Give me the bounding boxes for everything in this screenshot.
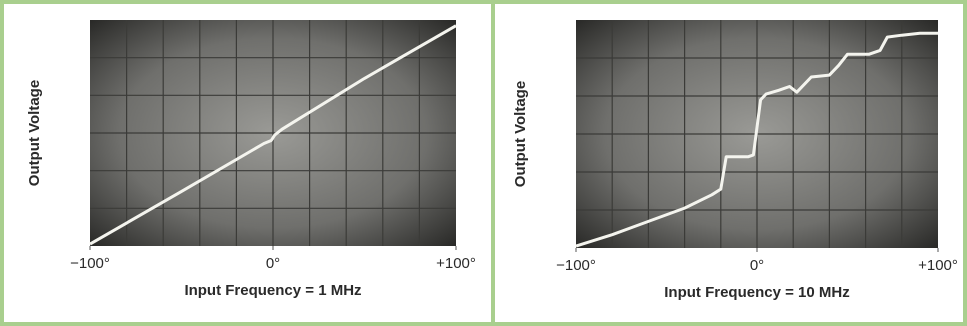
x-axis-label: Input Frequency = 1 MHz xyxy=(184,282,361,299)
figure: −100° 0° +100° Input Frequency = 1 MHz Outpu… xyxy=(0,0,967,326)
x-tick-label: 0° xyxy=(750,257,764,274)
y-axis-label: Output Voltage xyxy=(26,80,43,186)
x-tick-label: −100° xyxy=(556,257,596,274)
x-tick-label: −100° xyxy=(70,255,110,272)
x-axis-label: Input Frequency = 10 MHz xyxy=(664,284,849,301)
x-tick-label: +100° xyxy=(918,257,958,274)
y-axis-label: Output Voltage xyxy=(512,81,529,187)
x-tick-label: 0° xyxy=(266,255,280,272)
x-tick-label: +100° xyxy=(436,255,476,272)
